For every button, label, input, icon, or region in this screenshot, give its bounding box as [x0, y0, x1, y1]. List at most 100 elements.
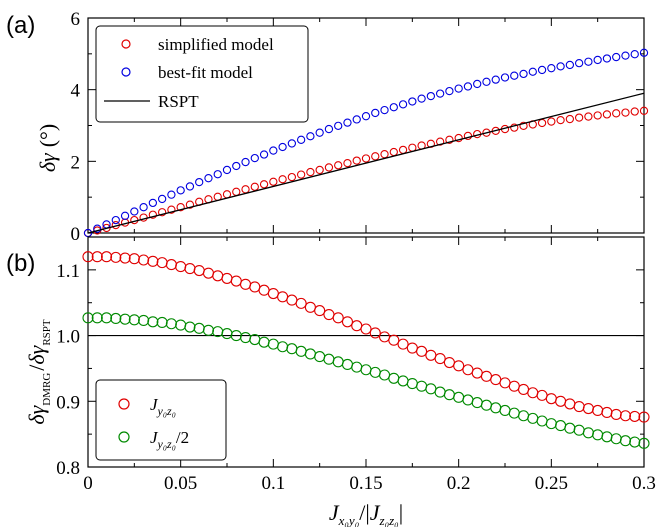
data-point-series-1 — [517, 383, 530, 396]
data-point-simplified-model — [463, 131, 473, 141]
data-point-series-1 — [100, 251, 113, 263]
data-point-best-fit-model — [454, 84, 463, 93]
data-point-series-2 — [175, 319, 187, 331]
data-point-series-2 — [536, 415, 548, 427]
panel-b-label: (b) — [6, 250, 35, 277]
data-point-best-fit-model — [306, 132, 315, 141]
data-point-series-2 — [221, 328, 233, 340]
data-point-simplified-model — [306, 167, 315, 177]
data-point-best-fit-model — [157, 194, 167, 204]
data-point-best-fit-model — [324, 124, 334, 134]
data-point-best-fit-model — [93, 224, 102, 233]
data-point-best-fit-model — [528, 67, 537, 76]
data-point-series-2 — [619, 435, 632, 447]
x-label-bar: | — [399, 500, 403, 525]
data-point-series-2 — [582, 427, 594, 439]
data-point-simplified-model — [167, 205, 176, 214]
data-point-simplified-model — [315, 165, 324, 175]
legend-j-2-sub: y₀z₀ — [157, 437, 176, 451]
panel-a-y-axis-title: δγ (°) — [35, 124, 60, 172]
data-point-series-2 — [629, 436, 641, 448]
data-point-simplified-model — [510, 123, 519, 132]
data-point-series-2 — [545, 418, 557, 430]
data-point-series-1 — [425, 349, 437, 361]
data-point-series-1 — [212, 270, 224, 282]
data-point-series-2 — [471, 397, 483, 409]
data-point-best-fit-model — [510, 71, 519, 80]
data-point-series-2 — [323, 353, 335, 365]
data-point-series-1 — [471, 367, 483, 379]
data-point-series-1 — [582, 402, 594, 415]
data-point-series-2 — [388, 372, 400, 384]
data-point-series-1 — [221, 272, 233, 284]
panel-b-y-label-main-1: δγ — [24, 404, 49, 424]
data-point-series-1 — [323, 308, 335, 321]
data-point-simplified-model — [371, 152, 380, 161]
data-point-simplified-model — [482, 128, 491, 137]
data-point-best-fit-model — [361, 112, 371, 121]
data-point-series-2 — [202, 324, 215, 336]
panel-b-y-label-slash: / — [24, 364, 49, 371]
legend-j-2-suffix: /2 — [176, 428, 189, 447]
data-point-simplified-model — [574, 113, 584, 122]
data-point-best-fit-model — [241, 157, 250, 167]
data-point-series-2 — [462, 394, 474, 406]
data-point-best-fit-model — [269, 146, 278, 155]
legend-label-rspt: RSPT — [158, 92, 199, 111]
data-point-best-fit-model — [343, 118, 352, 127]
data-point-series-2 — [165, 318, 177, 330]
panel-a-y-tick-labels: 0 2 4 6 — [71, 9, 81, 245]
legend-marker-simplified-model — [121, 39, 131, 49]
data-point-series-1 — [91, 251, 103, 263]
data-point-series-2 — [610, 433, 622, 445]
data-point-series-1 — [202, 267, 215, 279]
data-point-series-2 — [138, 314, 150, 327]
data-point-series-1 — [536, 389, 548, 401]
data-point-series-1 — [277, 291, 289, 303]
data-point-best-fit-model — [371, 108, 380, 118]
data-point-series-1 — [138, 254, 150, 266]
data-point-series-1 — [82, 251, 94, 263]
data-point-simplified-model — [352, 156, 361, 165]
data-point-series-1 — [351, 320, 363, 332]
data-point-series-1 — [499, 377, 511, 389]
data-point-simplified-model — [232, 187, 241, 196]
data-point-simplified-model — [241, 185, 250, 194]
data-point-series-2 — [110, 312, 122, 325]
data-point-best-fit-model — [185, 182, 195, 191]
data-point-simplified-model — [269, 177, 278, 186]
data-point-best-fit-model — [259, 150, 269, 159]
data-point-series-1 — [314, 305, 326, 317]
data-point-series-1 — [378, 331, 391, 343]
data-point-series-1 — [286, 294, 298, 306]
data-point-simplified-model — [602, 110, 612, 119]
panel-b-y-label-main-2: δγ — [24, 344, 49, 364]
data-point-series-1 — [610, 408, 622, 420]
data-point-best-fit-model — [398, 100, 408, 109]
data-point-simplified-model — [250, 182, 259, 191]
data-point-series-2 — [267, 338, 279, 350]
data-point-best-fit-model — [426, 91, 436, 101]
data-point-best-fit-model — [519, 69, 528, 79]
data-point-series-1 — [258, 284, 270, 296]
data-point-series-2 — [193, 322, 205, 334]
legend-label-simplified-model: simplified model — [158, 35, 274, 54]
data-point-simplified-model — [584, 112, 593, 121]
data-point-simplified-model — [176, 203, 185, 212]
data-point-best-fit-model — [130, 207, 139, 216]
panel-a-legend-box — [95, 25, 309, 123]
x-label-slash-bar: /| — [359, 500, 370, 525]
data-point-series-2 — [378, 369, 391, 381]
data-point-simplified-model — [445, 135, 454, 144]
data-point-simplified-model — [334, 161, 343, 170]
data-point-series-1 — [573, 400, 585, 413]
data-point-best-fit-model — [195, 177, 204, 187]
data-point-simplified-model — [639, 106, 649, 115]
x-label-j-1: J — [329, 500, 340, 525]
data-point-series-2 — [314, 351, 326, 363]
data-point-series-1 — [110, 251, 122, 263]
x-label-j-2: J — [370, 500, 381, 525]
data-point-series-2 — [100, 312, 113, 324]
data-point-simplified-model — [157, 208, 167, 217]
data-point-best-fit-model — [204, 174, 213, 183]
